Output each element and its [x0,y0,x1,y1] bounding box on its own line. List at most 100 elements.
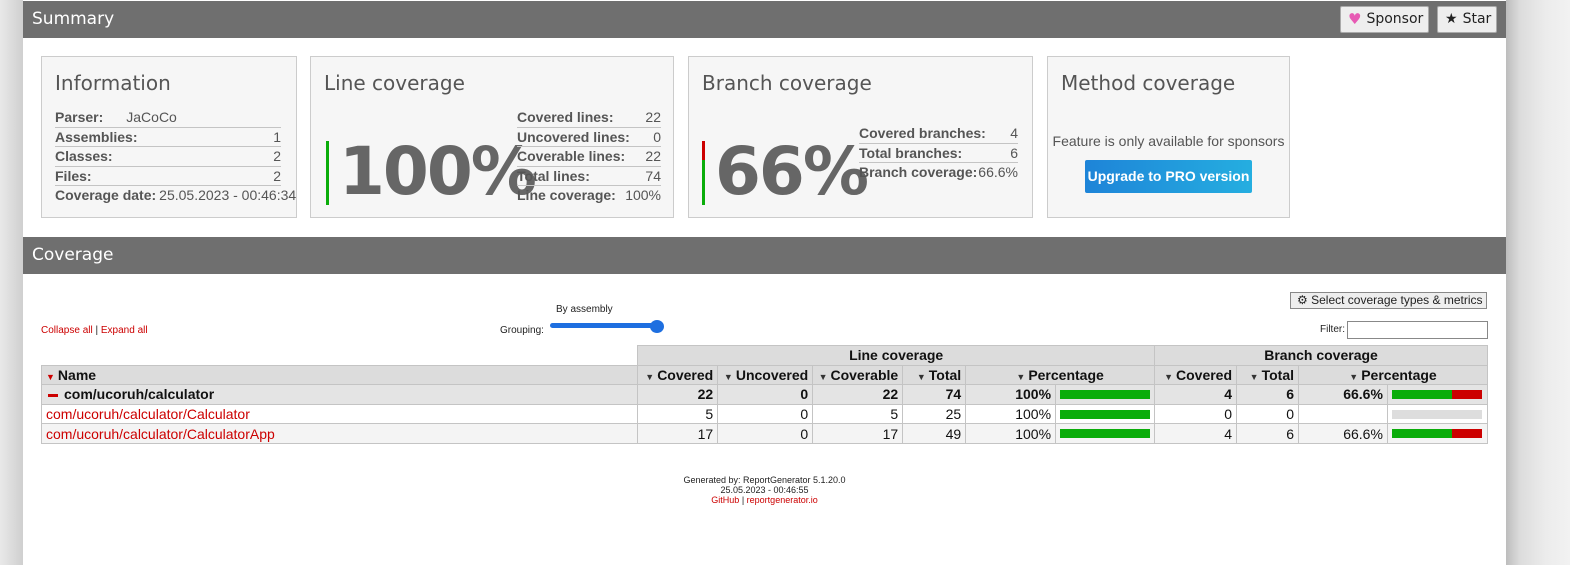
covered-cell: 22 [637,384,719,405]
line-row-coverable: Coverable lines: 22 [517,147,661,167]
branch-row-total: Total branches: 6 [859,144,1018,163]
table-row[interactable]: com/ucoruh/calculator/CalculatorApp 17 0… [40,423,1489,444]
collapse-icon[interactable] [48,394,58,398]
line-coverage-indicator [326,141,329,205]
column-header-total[interactable]: ▼ Total [902,364,967,386]
select-coverage-types-button[interactable]: ⚙ Select coverage types & metrics [1290,292,1487,309]
class-name-cell[interactable]: com/ucoruh/calculator/Calculator [40,403,639,425]
class-name-cell[interactable]: com/ucoruh/calculator/CalculatorApp [40,423,639,444]
branch-coverage-card: Branch coverage 66% Covered branches: 4 T… [688,56,1033,218]
sponsor-only-message: Feature is only available for sponsors [1052,133,1285,149]
grouping-value: By assembly [556,304,613,315]
column-header-name[interactable]: ▼ Name [40,364,639,386]
total-cell: 25 [902,403,967,425]
line-row-total: Total lines: 74 [517,167,661,186]
info-row-parser: Parser: JaCoCo [55,108,281,128]
slider-track [550,323,660,328]
select-coverage-label: Select coverage types & metrics [1311,293,1483,307]
column-header-branch-covered[interactable]: ▼ Covered [1154,364,1238,386]
branch-covered-indicator [702,160,705,205]
line-coverage-bar [1060,429,1151,439]
grouping-label: Grouping: [500,325,544,336]
branch-covered-cell: 4 [1154,423,1238,444]
branch-percent-cell: 66.6% [1298,423,1388,444]
info-row-classes: Classes: 2 [55,147,281,167]
upgrade-pro-button[interactable]: Upgrade to PRO version [1085,160,1252,193]
percent-cell: 100% [965,423,1057,444]
total-cell: 49 [902,423,967,444]
class-link[interactable]: com/ucoruh/calculator/CalculatorApp [46,425,275,442]
coverable-cell: 5 [812,403,904,425]
branch-coverage-bar [1392,409,1483,419]
branch-total-cell: 0 [1236,403,1299,425]
branch-coverage-percent: 66% [715,133,869,210]
generated-by-text: Generated by: ReportGenerator 5.1.20.0 [683,475,846,485]
line-row-uncovered: Uncovered lines: 0 [517,128,661,147]
total-cell: 74 [902,384,967,405]
line-coverage-bar [1060,389,1151,399]
class-link[interactable]: com/ucoruh/calculator/Calculator [46,406,250,423]
info-row-coverage-date: Coverage date: 25.05.2023 - 00:46:34 [55,187,297,203]
star-icon: ★ [1445,11,1458,27]
uncovered-cell: 0 [717,423,814,444]
sponsor-button[interactable]: ♥ Sponsor [1340,6,1429,33]
column-header-percentage[interactable]: ▼ Percentage [965,364,1156,386]
sort-icon: ▼ [916,371,926,382]
line-row-line-coverage: Line coverage: 100% [517,187,661,203]
uncovered-fill [1452,389,1483,399]
generated-date-text: 25.05.2023 - 00:46:55 [720,485,809,495]
page-right-shadow [1506,0,1570,565]
column-header-branch-percentage[interactable]: ▼ Percentage [1298,364,1488,386]
coverage-table: Line coverage Branch coverage ▼ Name ▼ Cov… [40,345,1489,444]
filter-input[interactable] [1347,321,1488,339]
table-column-header-row: ▼ Name ▼ Covered ▼ Uncovered ▼ Coverable ▼ To… [40,364,1488,386]
line-row-covered: Covered lines: 22 [517,108,661,128]
line-coverage-bar-cell [1055,403,1156,425]
sort-icon: ▼ [818,371,828,382]
sort-icon: ▼ [1016,371,1026,382]
grouping-slider[interactable] [548,320,665,333]
slider-thumb[interactable] [650,320,664,333]
filter-label: Filter: [1320,324,1345,335]
branch-coverage-bar-cell [1386,403,1489,425]
coverage-header-bar: Coverage [23,237,1506,274]
heart-icon: ♥ [1348,10,1362,28]
column-header-coverable[interactable]: ▼ Coverable [812,364,904,386]
line-coverage-card: Line coverage 100% Covered lines: 22 Unco… [310,56,674,218]
assembly-name-cell[interactable]: com/ucoruh/calculator [40,384,639,405]
branch-uncovered-indicator [702,141,705,160]
information-title: Information [55,71,171,95]
reportgenerator-link[interactable]: reportgenerator.io [746,495,818,505]
sort-desc-icon: ▼ [46,371,55,382]
star-label: Star [1462,11,1492,27]
summary-title: Summary [32,9,115,29]
uncovered-fill [1452,429,1483,439]
column-header-uncovered[interactable]: ▼ Uncovered [717,364,814,386]
uncovered-cell: 0 [717,384,814,405]
covered-cell: 17 [637,423,719,444]
github-link[interactable]: GitHub [711,495,740,505]
table-row[interactable]: com/ucoruh/calculator 22 0 22 74 100% 4 … [40,384,1489,405]
expand-all-link[interactable]: Expand all [100,325,148,336]
line-coverage-bar-cell [1055,423,1156,444]
table-row[interactable]: com/ucoruh/calculator/Calculator 5 0 5 2… [40,403,1489,425]
table-group-header-row: Line coverage Branch coverage [41,345,1488,366]
sponsor-label: Sponsor [1366,11,1424,27]
collapse-all-link[interactable]: Collapse all [41,325,93,336]
branch-row-branch-coverage: Branch coverage: 66.6% [859,164,1018,180]
line-coverage-percent: 100% [339,133,537,210]
star-button[interactable]: ★ Star [1437,6,1497,33]
sort-icon: ▼ [645,371,655,382]
column-header-branch-total[interactable]: ▼ Total [1236,364,1299,386]
line-coverage-title: Line coverage [324,71,465,95]
link-separator: | [95,325,99,336]
covered-fill [1392,429,1453,439]
page-left-shadow [0,0,23,565]
collapse-expand-links: Collapse all | Expand all [41,325,148,336]
branch-coverage-table: Covered branches: 4 Total branches: 6 Bran… [859,124,1018,183]
column-header-covered[interactable]: ▼ Covered [637,364,719,386]
percent-cell: 100% [965,384,1057,405]
footer: Generated by: ReportGenerator 5.1.20.0 2… [23,475,1506,505]
branch-percent-cell [1298,403,1388,425]
branch-coverage-bar [1392,429,1483,439]
